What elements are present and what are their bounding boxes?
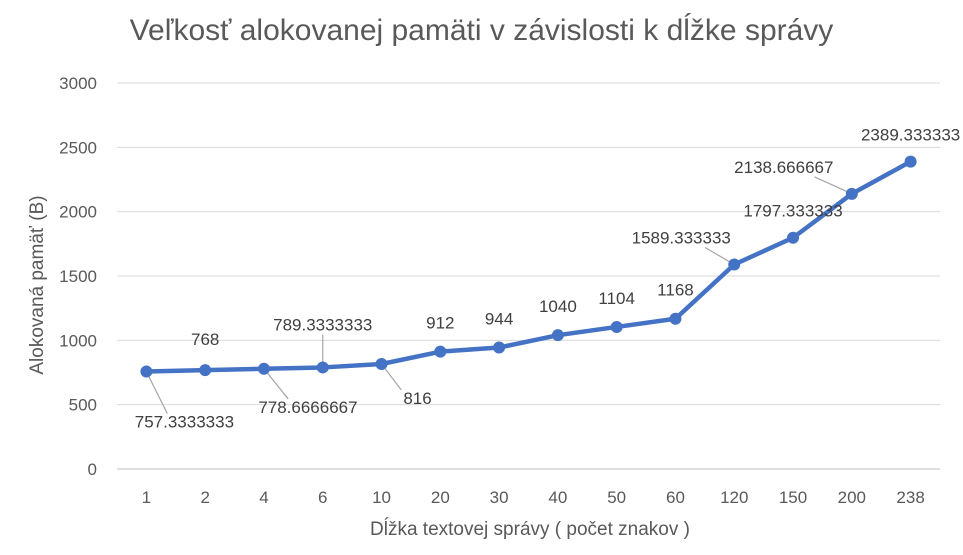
chart-title: Veľkosť alokovanej pamäti v závislosti k…	[129, 14, 834, 47]
series	[140, 155, 917, 378]
data-label: 1589.333333	[632, 229, 731, 248]
x-tick-label: 40	[548, 488, 567, 507]
data-point	[199, 364, 212, 377]
x-tick-label: 50	[607, 488, 626, 507]
data-point	[787, 231, 800, 244]
data-label: 1797.333333	[743, 202, 842, 221]
data-label: 944	[485, 310, 513, 329]
data-point	[551, 329, 564, 342]
series-line	[144, 159, 913, 374]
data-point	[904, 155, 917, 168]
x-tick-label: 6	[318, 488, 327, 507]
y-tick-label: 0	[88, 460, 97, 479]
data-label: 789.3333333	[273, 315, 372, 334]
data-point	[316, 361, 329, 374]
data-label: 757.3333333	[135, 413, 234, 432]
x-tick-label: 2	[200, 488, 209, 507]
y-axis-ticks: 0 500 1000 1500 2000 2500 3000	[59, 74, 97, 479]
data-label: 778.6666667	[258, 398, 357, 417]
data-label: 1040	[539, 297, 577, 316]
y-tick-label: 500	[69, 396, 97, 415]
gridlines	[117, 82, 940, 470]
y-tick-label: 2000	[59, 203, 97, 222]
leader-line	[263, 368, 289, 400]
x-tick-label: 238	[896, 488, 924, 507]
x-tick-label: 120	[720, 488, 748, 507]
data-label: 1168	[657, 281, 694, 300]
data-labels: 757.3333333 768 778.6666667 789.3333333 816 9…	[135, 126, 960, 432]
x-tick-label: 20	[431, 488, 450, 507]
x-tick-label: 10	[372, 488, 391, 507]
data-label: 768	[191, 330, 219, 349]
x-axis-ticks: 1 2 4 6 10 20 30 40 50 60 120 150 200 238	[142, 488, 925, 507]
x-tick-label: 60	[666, 488, 685, 507]
data-point	[728, 258, 741, 271]
x-tick-label: 30	[490, 488, 509, 507]
y-tick-label: 2500	[59, 138, 97, 157]
data-label: 2138.666667	[734, 158, 833, 177]
data-label: 912	[426, 314, 454, 333]
data-point	[140, 365, 153, 378]
data-point	[669, 312, 682, 325]
data-point	[610, 320, 623, 333]
x-tick-label: 150	[779, 488, 807, 507]
data-label: 816	[403, 389, 431, 408]
x-axis-label: Dĺžka textovej správy ( počet znakov )	[370, 519, 690, 540]
data-point	[257, 362, 270, 375]
data-label: 2389.333333	[861, 126, 960, 145]
leader-line	[814, 176, 853, 195]
x-tick-label: 1	[142, 488, 151, 507]
y-tick-label: 1500	[59, 267, 97, 286]
x-tick-label: 4	[259, 488, 268, 507]
data-point	[375, 358, 388, 371]
x-tick-label: 200	[838, 488, 866, 507]
data-point	[434, 345, 447, 358]
leader-line	[145, 371, 168, 414]
data-label: 1104	[598, 289, 635, 308]
y-tick-label: 3000	[59, 74, 97, 93]
data-point	[845, 187, 858, 200]
data-point	[493, 341, 506, 354]
y-tick-label: 1000	[59, 331, 97, 350]
